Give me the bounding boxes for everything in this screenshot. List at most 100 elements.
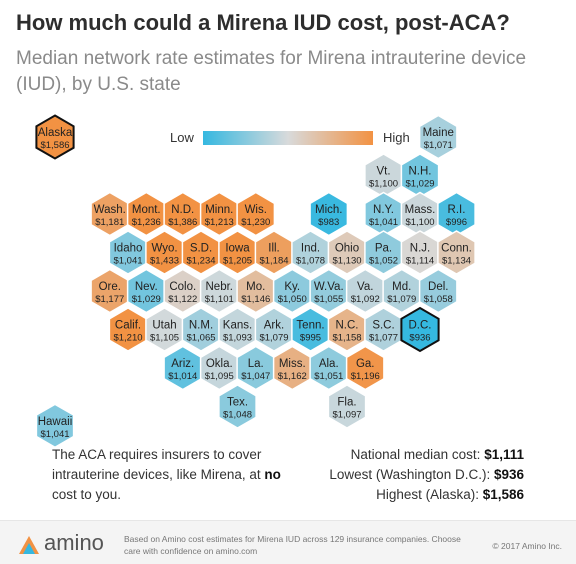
legend-high-label: High [383, 130, 410, 145]
state-label-mo: Mo. [246, 281, 265, 293]
state-tile-ky: Ky.$1,050 [272, 268, 312, 314]
state-tile-ore: Ore.$1,177 [90, 268, 130, 314]
state-hex-mich [309, 191, 349, 237]
state-hex-del [418, 268, 458, 314]
state-cost-nev: $1,029 [132, 294, 161, 305]
state-tile-va: Va.$1,092 [345, 268, 385, 314]
state-tile-sc: S.C.$1,077 [364, 307, 403, 352]
state-label-alaska: Alaska [38, 127, 73, 139]
state-label-wva: W.Va. [314, 281, 344, 293]
state-label-mass: Mass. [405, 204, 436, 216]
state-cost-mo: $1,146 [241, 294, 270, 305]
state-cost-sd: $1,234 [186, 256, 215, 267]
state-label-ga: Ga. [356, 358, 375, 370]
state-tile-wis: Wis.$1,230 [236, 191, 276, 237]
state-cost-hawaii: $1,041 [40, 429, 69, 440]
state-tile-vt: Vt.$1,100 [364, 153, 403, 198]
state-hex-dc [400, 306, 440, 353]
state-tile-la: La.$1,047 [236, 345, 276, 391]
state-label-ky: Ky. [284, 281, 300, 293]
aca-note-emphasis: no [264, 467, 281, 482]
state-cost-nebr: $1,101 [205, 294, 234, 305]
state-label-utah: Utah [152, 320, 176, 332]
state-label-nj: N.J. [410, 243, 430, 255]
state-cost-ark: $1,079 [259, 333, 288, 344]
footer-source-note: Based on Amino cost estimates for Mirena… [124, 534, 461, 556]
state-cost-alaska: $1,586 [40, 140, 69, 151]
state-cost-ill: $1,184 [259, 256, 288, 267]
state-cost-mont: $1,236 [132, 217, 161, 228]
state-cost-wyo: $1,433 [150, 256, 179, 267]
state-hex-tex [218, 384, 257, 429]
state-cost-idaho: $1,041 [113, 256, 142, 267]
state-tile-wash: Wash.$1,181 [90, 191, 130, 237]
state-cost-pa: $1,052 [369, 256, 398, 267]
state-hex-conn [437, 230, 476, 275]
state-tile-calif: Calif.$1,210 [108, 307, 148, 352]
state-cost-wash: $1,181 [95, 217, 124, 228]
chart-subtitle: Median network rate estimates for Mirena… [16, 48, 527, 95]
state-tile-nm: N.M.$1,065 [181, 307, 221, 352]
state-label-ohio: Ohio [335, 243, 359, 255]
state-label-minn: Minn. [205, 204, 233, 216]
state-label-maine: Maine [423, 127, 454, 139]
state-cost-sc: $1,077 [369, 333, 398, 344]
state-tile-nebr: Nebr.$1,101 [199, 268, 239, 314]
state-tile-ri: R.I.$996 [437, 191, 476, 237]
state-cost-ariz: $1,014 [168, 371, 197, 382]
state-cost-wva: $1,055 [314, 294, 343, 305]
state-hex-ga [345, 345, 385, 391]
aca-note: The ACA requires insurers to cover intra… [52, 445, 282, 505]
state-tile-ala: Ala.$1,051 [309, 345, 349, 391]
state-cost-ohio: $1,130 [332, 256, 361, 267]
state-hex-fla [327, 384, 367, 429]
median-value: $1,111 [484, 447, 524, 462]
state-tile-minn: Minn.$1,213 [199, 191, 239, 237]
state-tile-idaho: Idaho$1,041 [108, 230, 148, 275]
state-tile-mo: Mo.$1,146 [236, 268, 276, 314]
state-tile-alaska: Alaska$1,586 [35, 114, 75, 160]
state-cost-miss: $1,162 [278, 371, 307, 382]
state-label-nh: N.H. [409, 166, 432, 178]
state-tile-fla: Fla.$1,097 [327, 384, 367, 429]
state-cost-ind: $1,078 [296, 256, 325, 267]
highest-label: Highest (Alaska): [376, 487, 483, 502]
state-cost-nh: $1,029 [405, 179, 434, 190]
state-label-vt: Vt. [376, 166, 390, 178]
aca-note-text: The ACA requires insurers to cover intra… [52, 447, 265, 482]
state-tile-dc: D.C.$936 [400, 306, 440, 353]
state-label-ny: N.Y. [373, 204, 394, 216]
state-tile-iowa: Iowa$1,205 [218, 230, 257, 275]
state-label-nebr: Nebr. [206, 281, 234, 293]
state-tile-nh: N.H.$1,029 [400, 153, 440, 198]
state-label-sc: S.C. [372, 320, 394, 332]
state-cost-maine: $1,071 [424, 140, 453, 151]
aca-note-end: cost to you. [52, 487, 122, 502]
lowest-label: Lowest (Washington D.C.): [329, 467, 494, 482]
state-cost-va: $1,092 [351, 294, 380, 305]
state-label-ala: Ala. [319, 358, 339, 370]
state-cost-vt: $1,100 [369, 179, 398, 190]
state-label-calif: Calif. [115, 320, 141, 332]
state-cost-okla: $1,095 [205, 371, 234, 382]
state-hex-maine [418, 114, 458, 160]
state-label-iowa: Iowa [225, 243, 250, 255]
state-tile-utah: Utah$1,105 [145, 307, 184, 352]
state-tile-hawaii: Hawaii$1,041 [35, 403, 75, 449]
state-tile-ohio: Ohio$1,130 [327, 230, 367, 275]
legend-color-scale [203, 131, 373, 145]
chart-title: How much could a Mirena IUD cost, post-A… [16, 10, 510, 35]
state-label-mich: Mich. [315, 204, 342, 216]
state-cost-fla: $1,097 [332, 410, 361, 421]
state-label-kans: Kans. [223, 320, 252, 332]
state-cost-wis: $1,230 [241, 217, 270, 228]
state-tile-colo: Colo.$1,122 [163, 268, 203, 314]
state-tile-mass: Mass.$1,100 [400, 191, 440, 237]
state-tile-ariz: Ariz.$1,014 [163, 345, 203, 391]
state-cost-ore: $1,177 [95, 294, 124, 305]
state-label-ind: Ind. [301, 243, 320, 255]
state-tile-okla: Okla.$1,095 [199, 345, 239, 391]
state-cost-minn: $1,213 [205, 217, 234, 228]
state-cost-iowa: $1,205 [223, 256, 252, 267]
